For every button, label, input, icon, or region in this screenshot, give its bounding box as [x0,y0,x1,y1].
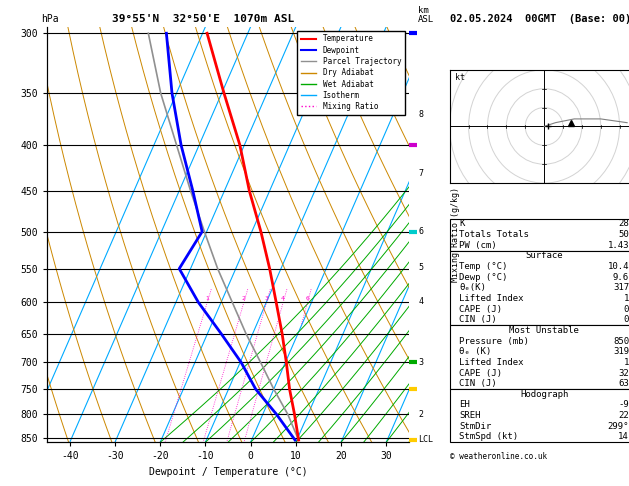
Text: © weatheronline.co.uk: © weatheronline.co.uk [450,452,547,461]
FancyBboxPatch shape [450,325,629,389]
Text: 299°: 299° [608,422,629,431]
Text: 6: 6 [305,296,309,301]
Text: 2: 2 [418,410,423,418]
Text: 850: 850 [613,337,629,346]
Text: Temp (°C): Temp (°C) [459,262,508,271]
Text: 9.6: 9.6 [613,273,629,282]
Text: 1: 1 [205,296,209,301]
Text: LCL: LCL [418,435,433,445]
Text: Dewp (°C): Dewp (°C) [459,273,508,282]
Text: StmSpd (kt): StmSpd (kt) [459,433,518,441]
Text: SREH: SREH [459,411,481,420]
FancyBboxPatch shape [450,251,629,325]
Text: Hodograph: Hodograph [520,390,568,399]
Text: 02.05.2024  00GMT  (Base: 00): 02.05.2024 00GMT (Base: 00) [450,14,629,24]
Text: 319: 319 [613,347,629,356]
Text: CIN (J): CIN (J) [459,315,497,324]
Text: 3: 3 [418,358,423,367]
FancyBboxPatch shape [450,389,629,442]
Text: 317: 317 [613,283,629,292]
Text: 0: 0 [623,315,629,324]
Text: 8: 8 [418,110,423,119]
Text: θₑ(K): θₑ(K) [459,283,486,292]
Text: Pressure (mb): Pressure (mb) [459,337,529,346]
Text: kt: kt [455,73,465,82]
Text: CAPE (J): CAPE (J) [459,305,502,313]
Text: K: K [459,219,465,228]
Text: StmDir: StmDir [459,422,491,431]
Text: hPa: hPa [41,14,58,24]
Text: 32: 32 [618,368,629,378]
Text: Lifted Index: Lifted Index [459,358,524,367]
Text: 39°55'N  32°50'E  1070m ASL: 39°55'N 32°50'E 1070m ASL [112,14,294,24]
Text: PW (cm): PW (cm) [459,241,497,250]
Text: 1.43: 1.43 [608,241,629,250]
Text: 7: 7 [418,169,423,177]
Text: km
ASL: km ASL [418,6,435,24]
Text: 10.4: 10.4 [608,262,629,271]
Text: CAPE (J): CAPE (J) [459,368,502,378]
Text: 4: 4 [281,296,285,301]
Text: 22: 22 [618,411,629,420]
Text: Lifted Index: Lifted Index [459,294,524,303]
Text: Totals Totals: Totals Totals [459,230,529,239]
Text: Surface: Surface [525,251,563,260]
Text: 6: 6 [418,227,423,236]
Text: θₑ (K): θₑ (K) [459,347,491,356]
Text: 50: 50 [618,230,629,239]
X-axis label: Dewpoint / Temperature (°C): Dewpoint / Temperature (°C) [148,467,308,477]
Text: 4: 4 [418,296,423,306]
Y-axis label: Mixing Ratio (g/kg): Mixing Ratio (g/kg) [450,187,460,282]
Text: 1: 1 [623,358,629,367]
Text: 3: 3 [264,296,268,301]
Text: 5: 5 [418,263,423,272]
Text: 1: 1 [623,294,629,303]
Text: 28: 28 [618,219,629,228]
FancyBboxPatch shape [450,219,629,251]
Legend: Temperature, Dewpoint, Parcel Trajectory, Dry Adiabat, Wet Adiabat, Isotherm, Mi: Temperature, Dewpoint, Parcel Trajectory… [298,31,405,115]
Text: 63: 63 [618,379,629,388]
Text: CIN (J): CIN (J) [459,379,497,388]
Text: EH: EH [459,400,470,410]
Text: 0: 0 [623,305,629,313]
Text: -9: -9 [618,400,629,410]
Text: 2: 2 [242,296,245,301]
Text: Most Unstable: Most Unstable [509,326,579,335]
Text: 14: 14 [618,433,629,441]
